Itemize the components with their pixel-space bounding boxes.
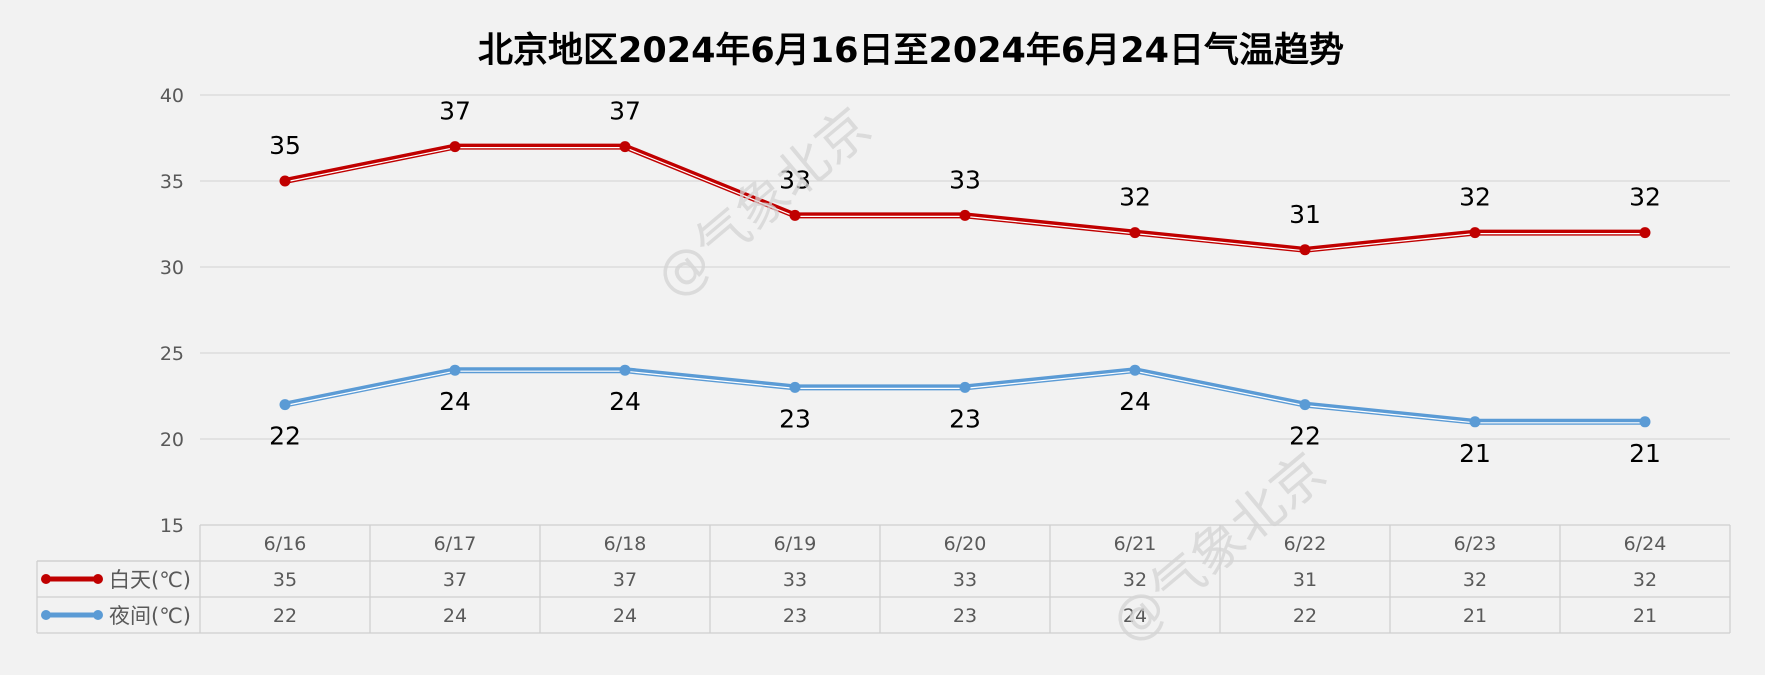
y-axis-ticks: 15 20 25 30 35 40 [160, 85, 184, 537]
x-tick-label: 6/19 [774, 533, 817, 555]
data-point [789, 209, 801, 221]
legend-marker [41, 574, 51, 584]
table-cell: 33 [953, 569, 977, 591]
chart-title: 北京地区2024年6月16日至2024年6月24日气温趋势 [478, 30, 1344, 71]
data-point [789, 381, 801, 393]
x-tick-label: 6/21 [1114, 533, 1157, 555]
data-label: 24 [439, 387, 471, 416]
data-point [1299, 399, 1311, 411]
legend-marker [41, 610, 51, 620]
series-night: 22 24 24 23 23 24 22 21 21 [269, 364, 1661, 468]
table-cell: 24 [443, 605, 467, 627]
data-label: 21 [1629, 439, 1661, 468]
watermark: @气象北京 [645, 97, 883, 310]
table-cell: 37 [613, 569, 637, 591]
table-cell: 23 [783, 605, 807, 627]
table-cell: 32 [1463, 569, 1487, 591]
data-label: 22 [1289, 422, 1321, 451]
legend-marker [93, 574, 103, 584]
data-label: 31 [1289, 200, 1321, 229]
data-label: 37 [439, 97, 471, 126]
y-tick-label: 25 [160, 343, 184, 365]
legend-label: 白天(℃) [109, 568, 191, 592]
table-cell: 37 [443, 569, 467, 591]
data-label: 21 [1459, 439, 1491, 468]
data-point [279, 175, 291, 187]
data-point [619, 364, 631, 376]
data-label: 32 [1119, 183, 1151, 212]
data-point [1469, 227, 1481, 239]
series-line-outer [284, 143, 1645, 253]
data-label: 22 [269, 422, 301, 451]
data-point [1299, 244, 1311, 256]
data-point [1639, 227, 1651, 239]
y-tick-label: 40 [160, 85, 184, 107]
x-tick-label: 6/20 [944, 533, 987, 555]
data-point [449, 364, 461, 376]
x-tick-label: 6/24 [1624, 533, 1667, 555]
table-cell: 24 [613, 605, 637, 627]
table-cell: 22 [1293, 605, 1317, 627]
data-point [1469, 416, 1481, 428]
table-cell: 32 [1633, 569, 1657, 591]
data-point [1129, 227, 1141, 239]
data-point [959, 381, 971, 393]
gridlines [200, 94, 1730, 440]
table-cell: 35 [273, 569, 297, 591]
table-cell: 21 [1633, 605, 1657, 627]
data-point [449, 141, 461, 153]
series-day: 35 37 37 33 33 32 31 32 32 [269, 97, 1661, 256]
y-tick-label: 30 [160, 257, 184, 279]
x-tick-label: 6/22 [1284, 533, 1327, 555]
data-label: 35 [269, 131, 301, 160]
data-label: 24 [1119, 387, 1151, 416]
table-cell: 31 [1293, 569, 1317, 591]
data-label: 24 [609, 387, 641, 416]
y-tick-label: 20 [160, 429, 184, 451]
x-tick-label: 6/18 [604, 533, 647, 555]
table-cell: 33 [783, 569, 807, 591]
x-tick-label: 6/23 [1454, 533, 1497, 555]
data-point [1129, 364, 1141, 376]
data-label: 32 [1629, 183, 1661, 212]
data-table: 6/16 6/17 6/18 6/19 6/20 6/21 6/22 6/23 6/24 白天(℃… [36, 524, 1731, 634]
legend-label: 夜间(℃) [109, 604, 191, 628]
x-tick-label: 6/17 [434, 533, 477, 555]
table-cell: 23 [953, 605, 977, 627]
table-cell: 22 [273, 605, 297, 627]
data-point [279, 399, 291, 411]
data-point [619, 141, 631, 153]
table-cell: 32 [1123, 569, 1147, 591]
data-label: 32 [1459, 183, 1491, 212]
data-label: 23 [779, 404, 811, 433]
x-tick-label: 6/16 [264, 533, 307, 555]
data-label: 33 [779, 165, 811, 194]
data-label: 23 [949, 404, 981, 433]
data-point [959, 209, 971, 221]
series-lines: 35 37 37 33 33 32 31 32 32 22 24 24 23 23 24 22 21 21 [269, 97, 1661, 468]
data-label: 37 [609, 97, 641, 126]
data-point [1639, 416, 1651, 428]
legend-marker [93, 610, 103, 620]
data-label: 33 [949, 165, 981, 194]
y-tick-label: 35 [160, 171, 184, 193]
table-cell: 24 [1123, 605, 1147, 627]
table-cell: 21 [1463, 605, 1487, 627]
y-tick-label: 15 [160, 515, 184, 537]
